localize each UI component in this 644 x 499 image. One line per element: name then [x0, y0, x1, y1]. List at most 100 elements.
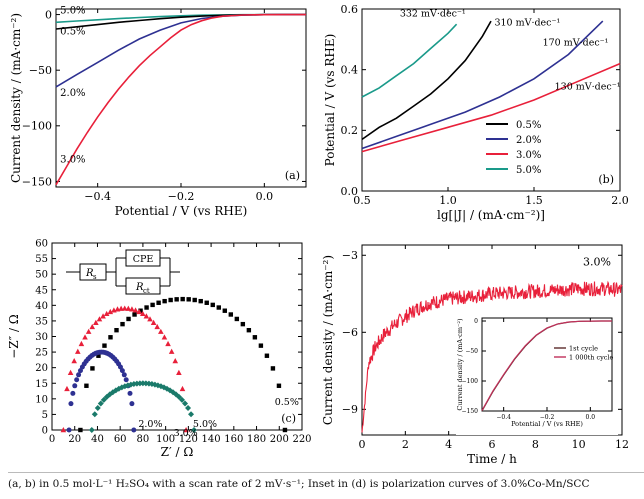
data-point-3.0%	[100, 313, 106, 319]
circuit-label-rs-sub: s	[93, 273, 97, 281]
slope-annotation: 310 mV·dec⁻¹	[494, 18, 560, 29]
series-label: 0.5%	[60, 27, 85, 38]
y-tick-label: −50	[29, 64, 52, 77]
data-point-2.0%	[74, 377, 80, 383]
x-tick-label: 220	[292, 434, 311, 445]
legend-entry: 3.0%	[516, 150, 541, 161]
y-tick-label: 25	[35, 348, 48, 359]
series-label: 3.0%	[174, 428, 198, 439]
data-point-0.5%	[192, 297, 197, 303]
y-tick-label: 0.6	[341, 3, 359, 16]
x-tick-label: 4	[445, 438, 452, 451]
y-tick-label: 0.4	[341, 64, 359, 77]
panel-a: −0.4 −0.2 0.0 0 −50 −100 −150 Potential / V (vs…	[9, 5, 307, 218]
y-tick-label: 0	[42, 426, 48, 437]
x-tick-label: 60	[114, 434, 127, 445]
data-point-3.0%	[89, 323, 96, 330]
y-tick-label: 20	[35, 363, 48, 374]
x-tick-label: 100	[156, 434, 175, 445]
y-tick-label: −100	[462, 378, 479, 385]
x-tick-label: 40	[91, 434, 104, 445]
data-point-3.0%	[75, 348, 81, 354]
x-tick-label: 80	[137, 434, 150, 445]
inset-series-line	[481, 320, 612, 411]
x-tick-label: 0.0	[256, 190, 274, 203]
y-axis-label: Current density / (mA·cm⁻²)	[321, 255, 335, 425]
y-axis-label: Potential / V (vs RHE)	[323, 34, 337, 167]
x-tick-label: 1.0	[439, 194, 457, 207]
data-point-3.0%	[168, 348, 175, 354]
data-point-3.0%	[71, 358, 77, 364]
panel-d: 0 2 4 6 8 10 12 −3 −6 −9 Time / h Current density /…	[321, 244, 629, 466]
data-point-0.5%	[264, 353, 270, 358]
inset-legend-entry: 1 000th cycle	[569, 354, 614, 362]
data-point-3.0%	[85, 328, 92, 334]
data-point-0.5%	[126, 316, 131, 322]
x-tick-label: 10	[572, 438, 586, 451]
data-point-3.0%	[96, 316, 103, 322]
data-point-3.0%	[129, 306, 135, 312]
x-tick-label: 1.5	[525, 194, 543, 207]
series-label: 5.0%	[60, 5, 85, 16]
data-point-0.5%	[240, 321, 246, 327]
y-tick-label: 15	[35, 379, 48, 390]
data-point-0.5%	[186, 297, 191, 302]
data-point-2.0%	[76, 372, 82, 378]
data-point-0.5%	[228, 312, 234, 317]
data-point-3.0%	[176, 369, 182, 375]
y-tick-label: −50	[465, 348, 478, 355]
slope-annotation: 170 mV·dec⁻¹	[543, 37, 609, 48]
data-point-2.0%	[70, 390, 76, 396]
data-point-5.0%	[191, 427, 198, 433]
data-point-3.0%	[67, 369, 74, 375]
data-point-3.0%	[93, 319, 99, 325]
y-axis-label: Current density / (mA·cm⁻²)	[9, 13, 23, 183]
series-label: 0.5%	[275, 397, 299, 408]
data-point-0.5%	[156, 300, 161, 305]
data-point-3.0%	[132, 307, 139, 313]
data-point-3.0%	[150, 319, 157, 325]
data-point-0.5%	[210, 302, 215, 308]
x-tick-label: 2	[402, 438, 409, 451]
data-point-5.0%	[179, 396, 186, 403]
circuit-label-rct-sub: ct	[143, 287, 150, 295]
y-tick-label: 0.0	[341, 185, 359, 198]
data-point-2.0%	[123, 377, 129, 383]
figure-caption: (a, b) in 0.5 mol·L⁻¹ H₂SO₄ with a scan …	[8, 472, 644, 495]
y-tick-label: 10	[35, 394, 48, 405]
data-point-3.0%	[60, 427, 67, 433]
y-tick-label: −6	[342, 326, 358, 339]
data-point-5.0%	[91, 411, 98, 418]
x-tick-label: 0	[359, 438, 366, 451]
x-tick-label: 2.0	[611, 194, 629, 207]
data-point-0.5%	[204, 300, 209, 305]
circuit-label-rct: R	[135, 282, 144, 293]
data-point-3.0%	[139, 310, 146, 317]
data-point-3.0%	[125, 305, 132, 311]
y-tick-label: 35	[35, 316, 48, 327]
panel-b: 0.5 1.0 1.5 2.0 0.0 0.2 0.4 0.6 lg[|J| / (mA·cm⁻…	[323, 3, 629, 222]
y-tick-label: 60	[35, 239, 48, 250]
panel-c: 0 20 40 60 80 100 120 140 160 180 200 220 0 5 10 15 20 25…	[7, 239, 312, 460]
data-point-3.0%	[143, 313, 150, 319]
y-tick-label: 40	[35, 301, 48, 312]
series-line-2.0%	[361, 20, 604, 150]
series-line-0.5%	[55, 13, 306, 30]
data-point-2.0%	[119, 368, 125, 374]
data-point-5.0%	[185, 405, 192, 411]
data-point-5.0%	[182, 400, 189, 407]
x-tick-label: 0	[49, 434, 55, 445]
data-point-3.0%	[161, 334, 168, 340]
y-axis-label: −Z″ / Ω	[7, 314, 21, 359]
series-line-5.0%	[361, 23, 458, 98]
data-point-0.5%	[174, 297, 179, 302]
data-point-0.5%	[234, 316, 240, 322]
data-point-3.0%	[103, 310, 110, 317]
data-point-5.0%	[188, 411, 195, 418]
x-tick-label: 6	[489, 438, 496, 451]
data-point-0.5%	[246, 327, 252, 333]
data-point-3.0%	[179, 385, 186, 392]
x-tick-label: 8	[532, 438, 539, 451]
slope-annotation: 332 mV·dec⁻¹	[400, 9, 466, 20]
